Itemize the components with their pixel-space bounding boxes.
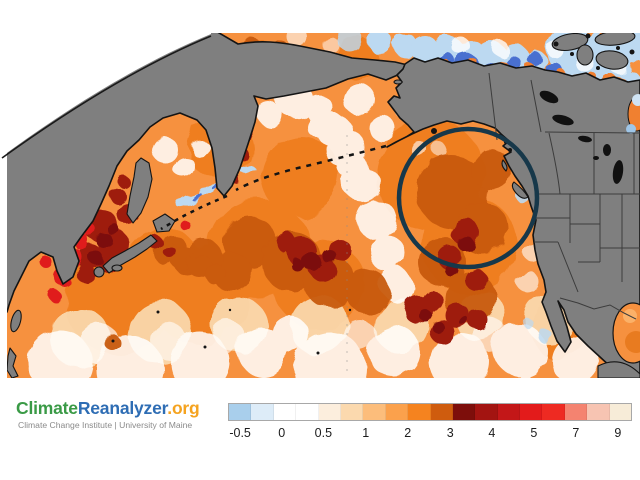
colorbar-tick-label: 4 [488, 426, 496, 440]
state-borders [488, 72, 640, 320]
sst-anomaly-map [0, 20, 640, 378]
colorbar-tick-label: 5 [530, 426, 538, 440]
colorbar-tick-label: 3 [446, 426, 454, 440]
colorbar-segment [542, 404, 565, 420]
colorbar-tick-label: 9 [614, 426, 622, 440]
colorbar-segment [430, 404, 453, 420]
colorbar-segment [251, 404, 274, 420]
site-logo[interactable]: ClimateReanalyzer.org [16, 398, 200, 419]
logo-climate: Climate [16, 398, 78, 418]
colorbar-segment [385, 404, 409, 420]
colorbar-segment [408, 404, 431, 420]
blob-annotation-circle [396, 126, 540, 270]
colorbar-segment [564, 404, 588, 420]
small-islands [111, 308, 352, 355]
philippines-islands [7, 347, 19, 378]
hudson-bay [626, 94, 640, 134]
lakes [539, 90, 624, 184]
japan-islands [93, 213, 176, 278]
colorbar-segment [587, 404, 610, 420]
colorbar-tick-label: 7 [572, 426, 580, 440]
colorbar-segment [363, 404, 386, 420]
colorbar-tick-label: 1 [362, 426, 370, 440]
colorbar-segment [296, 404, 319, 420]
vancouver-island [511, 181, 529, 199]
colorbar-segment [273, 404, 297, 420]
map-edge-curve [1, 35, 212, 159]
logo-org: .org [167, 398, 200, 418]
projection-corner-mask [0, 20, 211, 158]
aleutian-islands-chain [235, 144, 387, 192]
colorbar-tick-label: 0 [278, 426, 286, 440]
north-america-landmass [386, 57, 640, 378]
colorbar-segments [228, 403, 632, 421]
arctic-islands [551, 33, 636, 70]
map-svg [0, 20, 640, 378]
colorbar-segment [520, 404, 543, 420]
colorbar-segment [475, 404, 498, 420]
colorbar-segment [318, 404, 341, 420]
colorbar-segment [497, 404, 521, 420]
colorbar-segment [229, 404, 252, 420]
colorbar-segment [609, 404, 632, 420]
site-tagline: Climate Change Institute | University of… [18, 420, 193, 430]
colorbar-tick-label: 2 [404, 426, 412, 440]
colorbar-segment [340, 404, 364, 420]
st-lawrence-island [393, 79, 403, 85]
kuril-islands-chain [160, 194, 228, 231]
ocean-anomaly-patches [28, 33, 640, 378]
yucatan-coast [597, 361, 640, 378]
colorbar-labels: -0.5 0 0.5 1 2 3 4 5 7 9 [228, 426, 632, 442]
colorbar-tick-label: -0.5 [229, 426, 251, 440]
sakhalin-island [126, 157, 153, 224]
logo-reanalyzer: Reanalyzer [77, 398, 168, 418]
colorbar-tick-label: 0.5 [314, 426, 333, 440]
taiwan-island [10, 309, 22, 333]
haida-gwaii-island [501, 159, 508, 172]
colorbar-segment [452, 404, 476, 420]
colorbar: -0.5 0 0.5 1 2 3 4 5 7 9 [228, 403, 632, 442]
